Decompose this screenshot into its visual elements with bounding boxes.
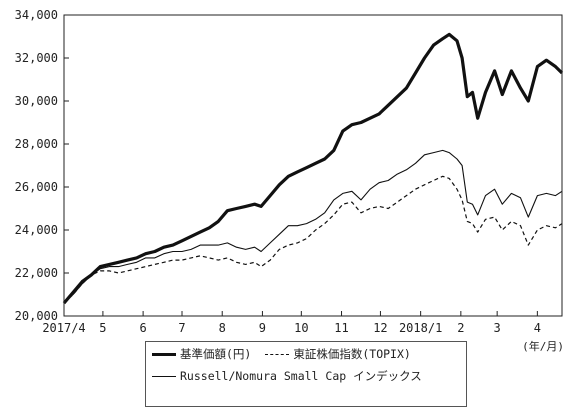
y-tick-label: 26,000 [15, 180, 58, 194]
x-tick-label: 10 [294, 321, 308, 335]
y-tick-label: 30,000 [15, 94, 58, 108]
x-tick-label: 6 [139, 321, 146, 335]
y-tick-label: 20,000 [15, 309, 58, 323]
x-tick-label: 7 [178, 321, 185, 335]
x-axis: 2017/4 5 6 7 8 9 10 11 12 2018/1 2 3 4 [42, 311, 541, 335]
y-tick-label: 28,000 [15, 137, 58, 151]
legend-label-topix: 東証株価指数(TOPIX) [293, 347, 411, 361]
legend-label-fund: 基準価額(円) [180, 347, 252, 361]
legend: 基準価額(円) 東証株価指数(TOPIX) Russell/Nomura Sma… [145, 341, 467, 407]
legend-item-russell: Russell/Nomura Small Cap インデックス [152, 366, 422, 386]
x-tick-label: 12 [373, 321, 387, 335]
legend-label-russell: Russell/Nomura Small Cap インデックス [180, 369, 422, 383]
y-tick-label: 22,000 [15, 266, 58, 280]
plot-area-frame [63, 14, 563, 317]
series-line-thin-solid [63, 149, 563, 304]
x-tick-label: 4 [534, 321, 541, 335]
legend-swatch-thin [152, 375, 176, 377]
y-tick-label: 34,000 [15, 8, 58, 22]
y-tick-label: 24,000 [15, 223, 58, 237]
legend-swatch-dashed [265, 353, 290, 355]
y-tick-label: 32,000 [15, 51, 58, 65]
y-axis: 20,000 22,000 24,000 26,000 28,000 30,000 32,0… [15, 8, 69, 323]
legend-swatch-thick [152, 352, 176, 356]
series-lines [62, 32, 564, 305]
series-line-thick-solid [62, 32, 564, 305]
x-tick-label: 5 [99, 321, 106, 335]
x-tick-label: 2017/4 [42, 321, 85, 335]
x-tick-label: 2018/1 [399, 321, 442, 335]
x-tick-label: 2 [457, 321, 464, 335]
x-unit-label: (年/月) [522, 339, 564, 353]
x-tick-label: 11 [334, 321, 348, 335]
legend-item-fund: 基準価額(円) 東証株価指数(TOPIX) [152, 344, 411, 364]
x-tick-label: 9 [259, 321, 266, 335]
x-tick-label: 3 [494, 321, 501, 335]
series-line-dashed [63, 175, 563, 304]
x-tick-label: 8 [219, 321, 226, 335]
